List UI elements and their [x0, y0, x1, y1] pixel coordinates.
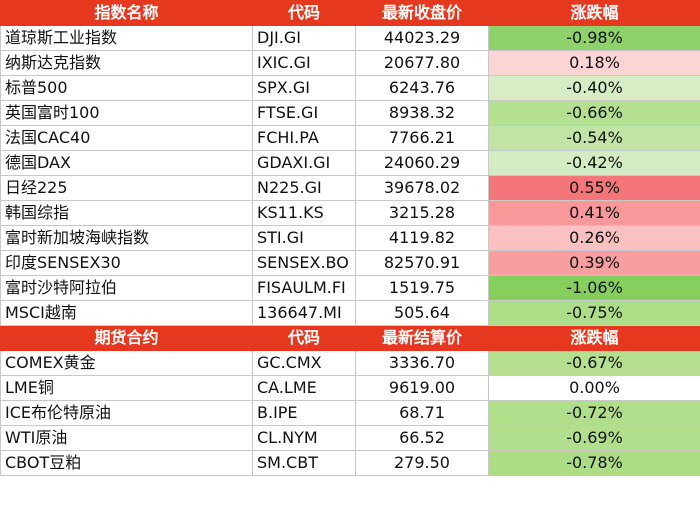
header-cell: 期货合约 — [0, 325, 253, 351]
code-cell: CL.NYM — [252, 425, 356, 451]
name-cell: CBOT豆粕 — [0, 450, 253, 476]
data-row: 标普500 SPX.GI 6243.76 -0.40% — [0, 75, 700, 101]
code-cell: CA.LME — [252, 375, 356, 401]
change-cell: -0.72% — [488, 400, 700, 426]
price-cell: 68.71 — [355, 400, 489, 426]
code-cell: 136647.MI — [252, 300, 356, 326]
change-cell: -0.54% — [488, 125, 700, 151]
name-cell: 日经225 — [0, 175, 253, 201]
data-row: ICE布伦特原油 B.IPE 68.71 -0.72% — [0, 400, 700, 426]
name-cell: 富时新加坡海峡指数 — [0, 225, 253, 251]
change-cell: 0.39% — [488, 250, 700, 276]
data-row: CBOT豆粕 SM.CBT 279.50 -0.78% — [0, 450, 700, 476]
name-cell: 韩国综指 — [0, 200, 253, 226]
code-cell: SM.CBT — [252, 450, 356, 476]
data-row: 富时沙特阿拉伯 FISAULM.FI 1519.75 -1.06% — [0, 275, 700, 301]
data-row: MSCI越南 136647.MI 505.64 -0.75% — [0, 300, 700, 326]
data-row: 印度SENSEX30 SENSEX.BO 82570.91 0.39% — [0, 250, 700, 276]
name-cell: WTI原油 — [0, 425, 253, 451]
code-cell: GC.CMX — [252, 350, 356, 376]
change-cell: -0.66% — [488, 100, 700, 126]
price-cell: 44023.29 — [355, 25, 489, 51]
data-row: 英国富时100 FTSE.GI 8938.32 -0.66% — [0, 100, 700, 126]
code-cell: GDAXI.GI — [252, 150, 356, 176]
data-row: 富时新加坡海峡指数 STI.GI 4119.82 0.26% — [0, 225, 700, 251]
price-cell: 9619.00 — [355, 375, 489, 401]
header-cell: 代码 — [252, 325, 356, 351]
change-cell: 0.41% — [488, 200, 700, 226]
code-cell: FCHI.PA — [252, 125, 356, 151]
name-cell: LME铜 — [0, 375, 253, 401]
change-cell: -0.78% — [488, 450, 700, 476]
code-cell: STI.GI — [252, 225, 356, 251]
name-cell: MSCI越南 — [0, 300, 253, 326]
name-cell: COMEX黄金 — [0, 350, 253, 376]
code-cell: B.IPE — [252, 400, 356, 426]
price-cell: 82570.91 — [355, 250, 489, 276]
price-cell: 1519.75 — [355, 275, 489, 301]
header-cell: 代码 — [252, 0, 356, 26]
data-row: LME铜 CA.LME 9619.00 0.00% — [0, 375, 700, 401]
header-cell: 涨跌幅 — [488, 325, 700, 351]
price-cell: 6243.76 — [355, 75, 489, 101]
price-cell: 505.64 — [355, 300, 489, 326]
change-cell: -0.98% — [488, 25, 700, 51]
name-cell: 英国富时100 — [0, 100, 253, 126]
code-cell: SPX.GI — [252, 75, 356, 101]
name-cell: 德国DAX — [0, 150, 253, 176]
header-row: 期货合约 代码 最新结算价 涨跌幅 — [0, 325, 700, 351]
header-cell: 指数名称 — [0, 0, 253, 26]
name-cell: 纳斯达克指数 — [0, 50, 253, 76]
name-cell: 富时沙特阿拉伯 — [0, 275, 253, 301]
header-cell: 最新收盘价 — [355, 0, 489, 26]
data-row: 法国CAC40 FCHI.PA 7766.21 -0.54% — [0, 125, 700, 151]
code-cell: KS11.KS — [252, 200, 356, 226]
data-row: 日经225 N225.GI 39678.02 0.55% — [0, 175, 700, 201]
data-row: 纳斯达克指数 IXIC.GI 20677.80 0.18% — [0, 50, 700, 76]
change-cell: -0.67% — [488, 350, 700, 376]
price-cell: 8938.32 — [355, 100, 489, 126]
change-cell: -0.75% — [488, 300, 700, 326]
change-cell: 0.18% — [488, 50, 700, 76]
name-cell: 印度SENSEX30 — [0, 250, 253, 276]
change-cell: -1.06% — [488, 275, 700, 301]
change-cell: 0.55% — [488, 175, 700, 201]
code-cell: IXIC.GI — [252, 50, 356, 76]
price-cell: 39678.02 — [355, 175, 489, 201]
code-cell: N225.GI — [252, 175, 356, 201]
data-row: 韩国综指 KS11.KS 3215.28 0.41% — [0, 200, 700, 226]
price-cell: 7766.21 — [355, 125, 489, 151]
change-cell: -0.42% — [488, 150, 700, 176]
data-row: 德国DAX GDAXI.GI 24060.29 -0.42% — [0, 150, 700, 176]
price-cell: 279.50 — [355, 450, 489, 476]
header-cell: 最新结算价 — [355, 325, 489, 351]
data-row: COMEX黄金 GC.CMX 3336.70 -0.67% — [0, 350, 700, 376]
name-cell: 道琼斯工业指数 — [0, 25, 253, 51]
price-cell: 3336.70 — [355, 350, 489, 376]
price-cell: 3215.28 — [355, 200, 489, 226]
change-cell: -0.40% — [488, 75, 700, 101]
price-cell: 20677.80 — [355, 50, 489, 76]
change-cell: 0.00% — [488, 375, 700, 401]
code-cell: FISAULM.FI — [252, 275, 356, 301]
price-cell: 66.52 — [355, 425, 489, 451]
quote-table: 指数名称 代码 最新收盘价 涨跌幅 道琼斯工业指数 DJI.GI 44023.29 -0.98… — [0, 0, 700, 476]
name-cell: ICE布伦特原油 — [0, 400, 253, 426]
name-cell: 标普500 — [0, 75, 253, 101]
code-cell: FTSE.GI — [252, 100, 356, 126]
code-cell: SENSEX.BO — [252, 250, 356, 276]
change-cell: 0.26% — [488, 225, 700, 251]
code-cell: DJI.GI — [252, 25, 356, 51]
price-cell: 24060.29 — [355, 150, 489, 176]
data-row: 道琼斯工业指数 DJI.GI 44023.29 -0.98% — [0, 25, 700, 51]
header-cell: 涨跌幅 — [488, 0, 700, 26]
name-cell: 法国CAC40 — [0, 125, 253, 151]
data-row: WTI原油 CL.NYM 66.52 -0.69% — [0, 425, 700, 451]
change-cell: -0.69% — [488, 425, 700, 451]
price-cell: 4119.82 — [355, 225, 489, 251]
header-row: 指数名称 代码 最新收盘价 涨跌幅 — [0, 0, 700, 26]
